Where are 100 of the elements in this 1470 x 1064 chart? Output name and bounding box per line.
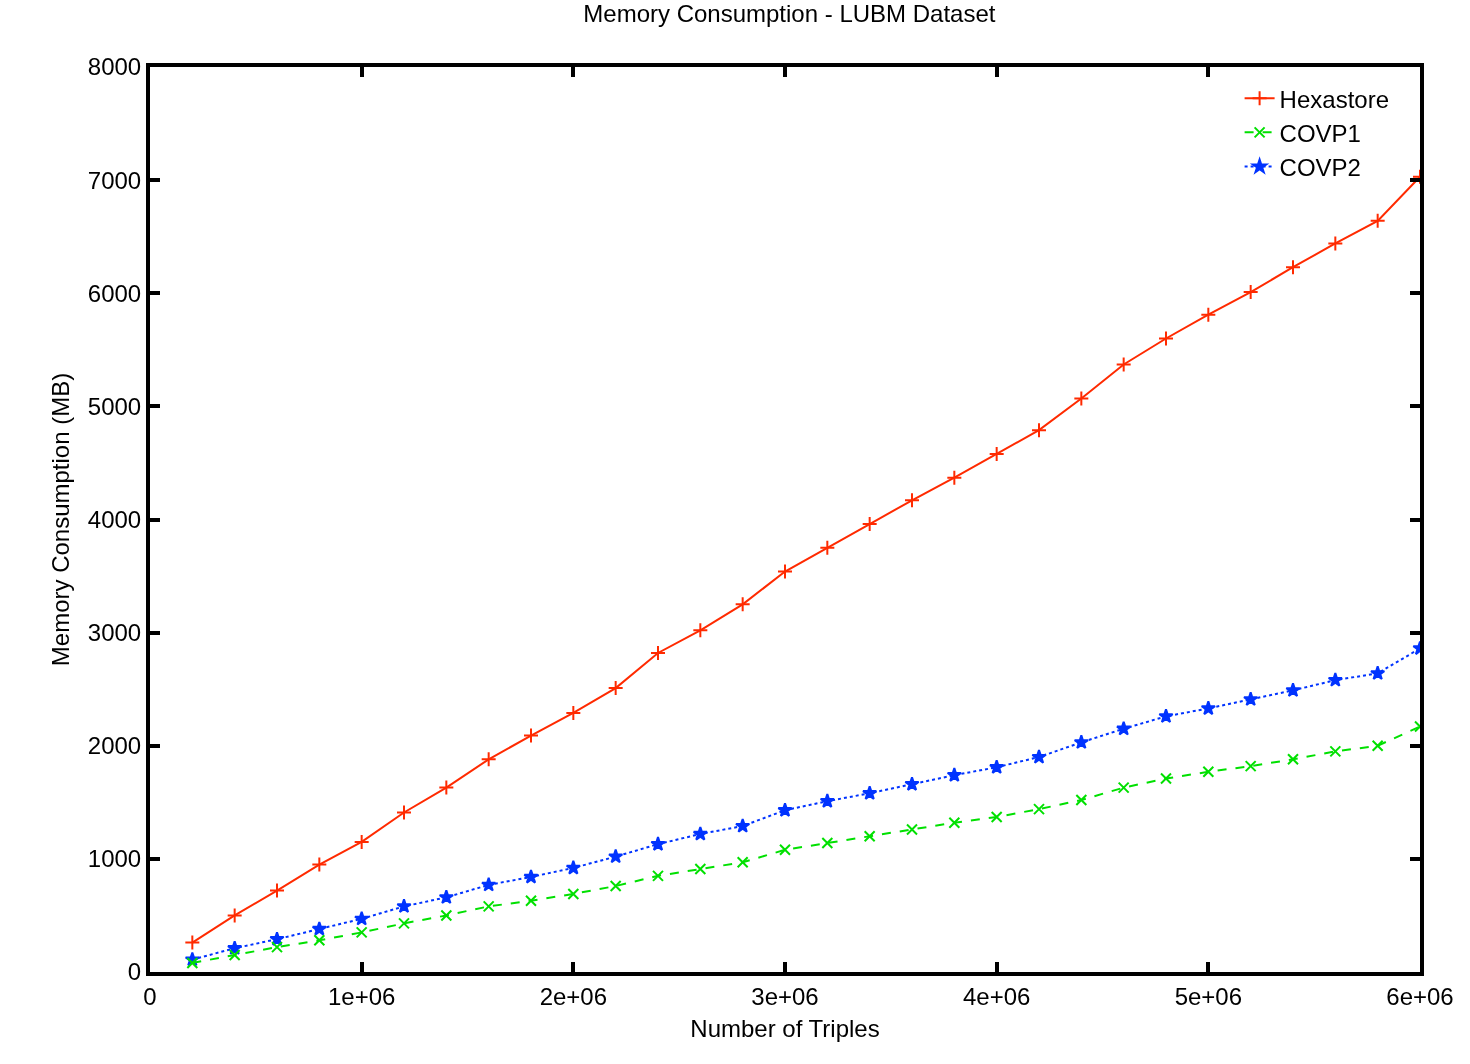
point: [1158, 330, 1174, 347]
point: [438, 779, 455, 796]
point: [1242, 284, 1259, 301]
point: [734, 596, 751, 613]
point: [988, 445, 1005, 462]
point: [735, 818, 751, 833]
point: [1200, 306, 1217, 323]
point: [1033, 803, 1045, 816]
point: [1158, 708, 1174, 723]
point: [779, 843, 791, 856]
point: [186, 956, 199, 969]
x-tick-label: 2e+06: [539, 982, 608, 1010]
point: [650, 644, 666, 661]
point: [1370, 665, 1386, 681]
point: [736, 856, 749, 869]
y-tick-label: 1000: [87, 845, 142, 873]
y-tick-label: 0: [127, 958, 142, 986]
point: [228, 949, 241, 962]
point: [271, 941, 283, 954]
point: [1073, 734, 1089, 750]
point: [440, 909, 453, 922]
x-tick-label: 4e+06: [962, 982, 1031, 1010]
y-tick-label: 8000: [87, 53, 142, 81]
point: [1160, 772, 1172, 785]
point: [862, 785, 878, 800]
point: [608, 848, 624, 864]
x-tick-label: 6e+06: [1386, 982, 1454, 1010]
point: [567, 887, 580, 900]
legend-label: COVP1: [1279, 119, 1361, 147]
point: [946, 469, 963, 486]
point: [226, 907, 243, 924]
y-tick-label: 3000: [87, 619, 142, 647]
y-axis-title: Memory Consumption (MB): [47, 372, 75, 667]
point: [482, 900, 495, 913]
point: [396, 804, 412, 821]
point: [1031, 422, 1047, 439]
point: [821, 837, 834, 850]
point: [565, 859, 581, 875]
point: [1075, 794, 1088, 807]
point: [269, 882, 285, 899]
point: [863, 830, 876, 843]
point: [398, 917, 410, 930]
chart-title: Memory Consumption - LUBM Dataset: [583, 0, 996, 28]
point: [523, 727, 539, 744]
point: [481, 876, 497, 892]
point: [525, 894, 537, 907]
point: [1287, 753, 1299, 766]
point: [313, 934, 326, 947]
point: [1285, 259, 1301, 276]
point: [1244, 760, 1257, 773]
point: [819, 539, 836, 556]
point: [819, 793, 835, 808]
y-tick-label: 5000: [87, 392, 142, 420]
point: [946, 767, 962, 782]
point: [861, 516, 878, 533]
y-tick-label: 6000: [87, 279, 142, 307]
point: [989, 759, 1005, 774]
point: [777, 563, 793, 580]
x-tick-label: 1e+06: [327, 982, 396, 1010]
point: [692, 622, 709, 639]
point: [692, 825, 708, 841]
point: [355, 926, 368, 939]
x-tick-label: 3e+06: [751, 982, 819, 1010]
point: [1200, 700, 1216, 716]
point: [1116, 720, 1132, 736]
point: [311, 856, 328, 873]
point: [694, 863, 707, 876]
y-tick-label: 2000: [87, 732, 142, 760]
point: [1115, 356, 1132, 373]
point: [1371, 739, 1384, 752]
point: [1369, 212, 1386, 229]
point: [184, 934, 201, 951]
point: [1243, 691, 1259, 707]
point: [904, 776, 920, 791]
point: [607, 680, 624, 697]
point: [904, 492, 920, 509]
y-tick-label: 4000: [87, 505, 142, 533]
point: [1031, 749, 1047, 764]
point: [1329, 745, 1342, 758]
point: [777, 802, 793, 817]
legend-label: COVP2: [1279, 153, 1361, 181]
x-axis-title: Number of Triples: [690, 1014, 880, 1042]
point: [1327, 672, 1343, 687]
y-tick-label: 7000: [87, 166, 142, 194]
point: [523, 868, 539, 884]
point: [652, 869, 664, 882]
point: [948, 816, 961, 829]
point: [311, 921, 327, 936]
point: [650, 836, 666, 851]
point: [990, 811, 1003, 824]
point: [906, 823, 918, 836]
point: [396, 898, 412, 914]
point: [1073, 390, 1090, 407]
point: [1202, 765, 1215, 778]
point: [1327, 235, 1344, 252]
point: [353, 833, 370, 850]
point: [438, 889, 454, 904]
x-tick-label: 5e+06: [1174, 982, 1243, 1010]
point: [565, 704, 582, 721]
point: [480, 751, 497, 768]
